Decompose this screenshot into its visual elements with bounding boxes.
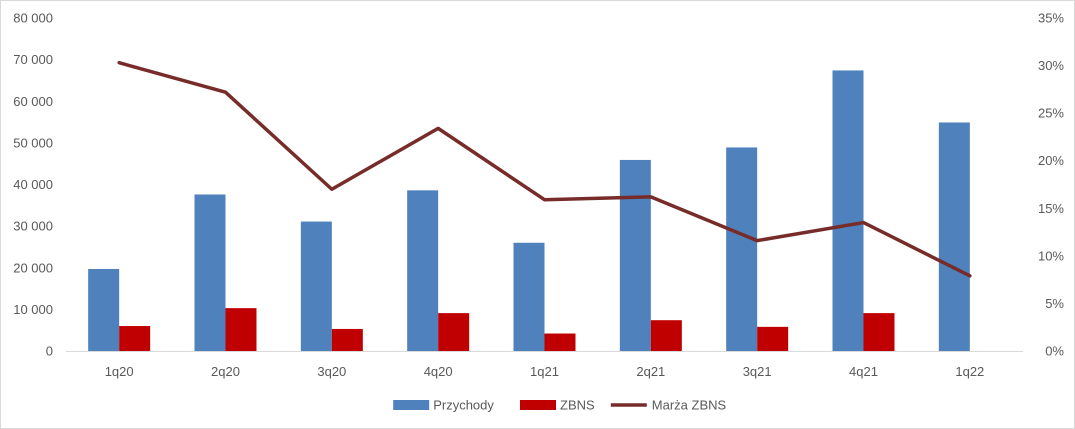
x-tick-label: 3q21 [743,364,772,379]
bar-przychody [619,159,651,351]
y-right-tick-label: 15% [1038,201,1064,216]
y-right-tick-label: 10% [1038,248,1064,263]
x-tick-label: 4q20 [424,364,453,379]
bar-zbns [863,313,895,351]
bar-zbns [650,320,682,351]
bar-zbns [438,313,470,351]
legend-swatch [520,400,556,410]
y-left-tick-label: 40 000 [13,177,53,192]
bar-przychody [88,268,120,351]
x-tick-label: 1q20 [105,364,134,379]
y-left-tick-label: 80 000 [13,11,53,26]
bar-przychody [726,147,758,351]
x-tick-label: 2q21 [636,364,665,379]
legend-label: ZBNS [560,398,595,413]
y-left-tick-label: 20 000 [13,260,53,275]
bar-przychody [513,242,545,351]
legend-swatch [393,400,430,410]
x-tick-label: 1q22 [955,364,984,379]
x-tick-label: 4q21 [849,364,878,379]
bar-przychody [194,194,226,351]
y-left-tick-label: 50 000 [13,135,53,150]
x-tick-label: 3q20 [317,364,346,379]
y-right-tick-label: 20% [1038,153,1064,168]
bar-przychody [832,70,864,351]
bar-przychody [407,190,439,351]
bar-zbns [119,326,151,351]
y-left-tick-label: 10 000 [13,302,53,317]
bar-przychody [938,122,970,351]
y-left-tick-label: 0 [46,344,53,359]
legend-label: Marża ZBNS [652,398,727,413]
bar-przychody [300,221,332,351]
bar-zbns [757,326,789,351]
bar-zbns [331,328,363,351]
y-right-tick-label: 25% [1038,106,1064,121]
bar-zbns [544,333,576,351]
line-marza-zbns [117,60,972,278]
x-tick-label: 2q20 [211,364,240,379]
y-right-tick-label: 0% [1045,344,1064,359]
y-right-tick-label: 30% [1038,58,1064,73]
legend-label: Przychody [433,398,494,413]
y-left-tick-label: 70 000 [13,52,53,67]
bar-zbns [225,308,257,351]
y-left-tick-label: 60 000 [13,94,53,109]
y-right-tick-label: 35% [1038,11,1064,26]
y-right-tick-label: 5% [1045,296,1064,311]
x-tick-label: 1q21 [530,364,559,379]
y-left-tick-label: 30 000 [13,219,53,234]
